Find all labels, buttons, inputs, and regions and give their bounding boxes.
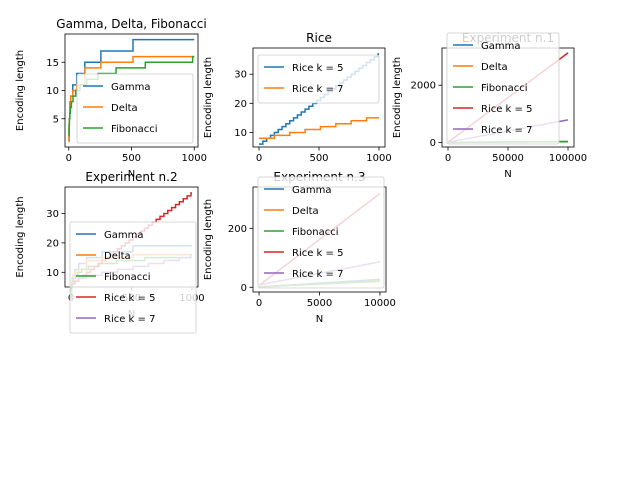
legend-entry: Rice k = 7: [104, 314, 155, 325]
legend-entry: Gamma: [481, 41, 521, 52]
y-tick-label: 10: [234, 128, 247, 139]
series-line-fibonacci: [68, 55, 195, 137]
x-tick-label: 500: [122, 153, 141, 164]
legend-box: [446, 32, 560, 145]
legend-entry: Rice k = 5: [292, 63, 343, 74]
legend-entry: Delta: [104, 251, 131, 262]
y-axis-label: Encoding length: [15, 196, 26, 277]
y-axis-label: Encoding length: [15, 50, 26, 131]
legend-entry: Rice k = 5: [292, 248, 343, 259]
subplot-4: 05001000102030Experiment n.2NEncoding le…: [15, 170, 205, 334]
legend-entry: Fibonacci: [104, 272, 151, 283]
x-axis-label: N: [128, 169, 135, 180]
legend-entry: Fibonacci: [481, 83, 528, 94]
legend-box: [69, 221, 197, 334]
legend-entry: Gamma: [292, 185, 332, 196]
subplot-title: Rice: [306, 31, 332, 45]
y-tick-label: 20: [46, 238, 59, 249]
x-tick-label: 1000: [366, 153, 391, 164]
y-tick-label: 15: [46, 58, 59, 69]
legend-entry: Rice k = 7: [481, 125, 532, 136]
legend-entry: Delta: [111, 103, 138, 114]
y-tick-label: 0: [430, 138, 436, 149]
x-tick-label: 0: [256, 298, 262, 309]
y-tick-label: 10: [46, 86, 59, 97]
y-axis-label: Encoding length: [203, 199, 214, 280]
legend-entry: Rice k = 5: [104, 293, 155, 304]
legend-box: [257, 176, 385, 289]
y-tick-label: 30: [46, 209, 59, 220]
y-tick-label: 200: [228, 224, 247, 235]
legend-entry: Delta: [481, 62, 508, 73]
x-tick-label: 0: [66, 153, 72, 164]
x-axis-label: N: [504, 169, 511, 180]
subplot-title: Experiment n.2: [85, 170, 177, 184]
y-tick-label: 2000: [411, 81, 436, 92]
y-tick-label: 5: [53, 114, 59, 125]
y-tick-label: 30: [234, 70, 247, 81]
legend-box: [257, 54, 380, 104]
x-tick-label: 100000: [549, 153, 587, 164]
subplot-3: 05000010000002000Experiment n.1NEncoding…: [392, 31, 587, 180]
x-tick-label: 10000: [364, 298, 396, 309]
subplot-1: 0 500 1000 5 10 15 Gamma, Delta, Fibonacci N Enc…: [15, 17, 207, 180]
y-tick-label: 0: [241, 283, 247, 294]
subplot-title: Gamma, Delta, Fibonacci: [56, 17, 206, 31]
legend-entry: Fibonacci: [111, 124, 158, 135]
legend-entry: Gamma: [111, 82, 151, 93]
legend-entry: Rice k = 5: [481, 104, 532, 115]
x-tick-label: 1000: [182, 153, 207, 164]
legend-entry: Gamma: [104, 230, 144, 241]
legend-box: [76, 73, 194, 144]
legend-entry: Rice k = 7: [292, 269, 343, 280]
legend-entry: Fibonacci: [292, 227, 339, 238]
x-tick-label: 50000: [492, 153, 524, 164]
x-tick-label: 500: [309, 153, 328, 164]
subplot-2: 0 500 1000 10 20 30 Rice Encoding length Rice k …: [203, 31, 392, 164]
y-tick-label: 20: [234, 99, 247, 110]
x-tick-label: 0: [256, 153, 262, 164]
x-tick-label: 0: [445, 153, 451, 164]
legend-entry: Delta: [292, 206, 319, 217]
x-axis-label: N: [316, 314, 323, 325]
y-tick-label: 10: [46, 268, 59, 279]
y-axis-label: Encoding length: [392, 57, 403, 138]
y-axis-label: Encoding length: [203, 57, 214, 138]
subplot-5: 05000100000200Experiment n.3NEncoding le…: [203, 170, 396, 325]
series-line-rice-k-7: [259, 117, 379, 140]
x-tick-label: 5000: [307, 298, 332, 309]
legend-entry: Rice k = 7: [292, 84, 343, 95]
